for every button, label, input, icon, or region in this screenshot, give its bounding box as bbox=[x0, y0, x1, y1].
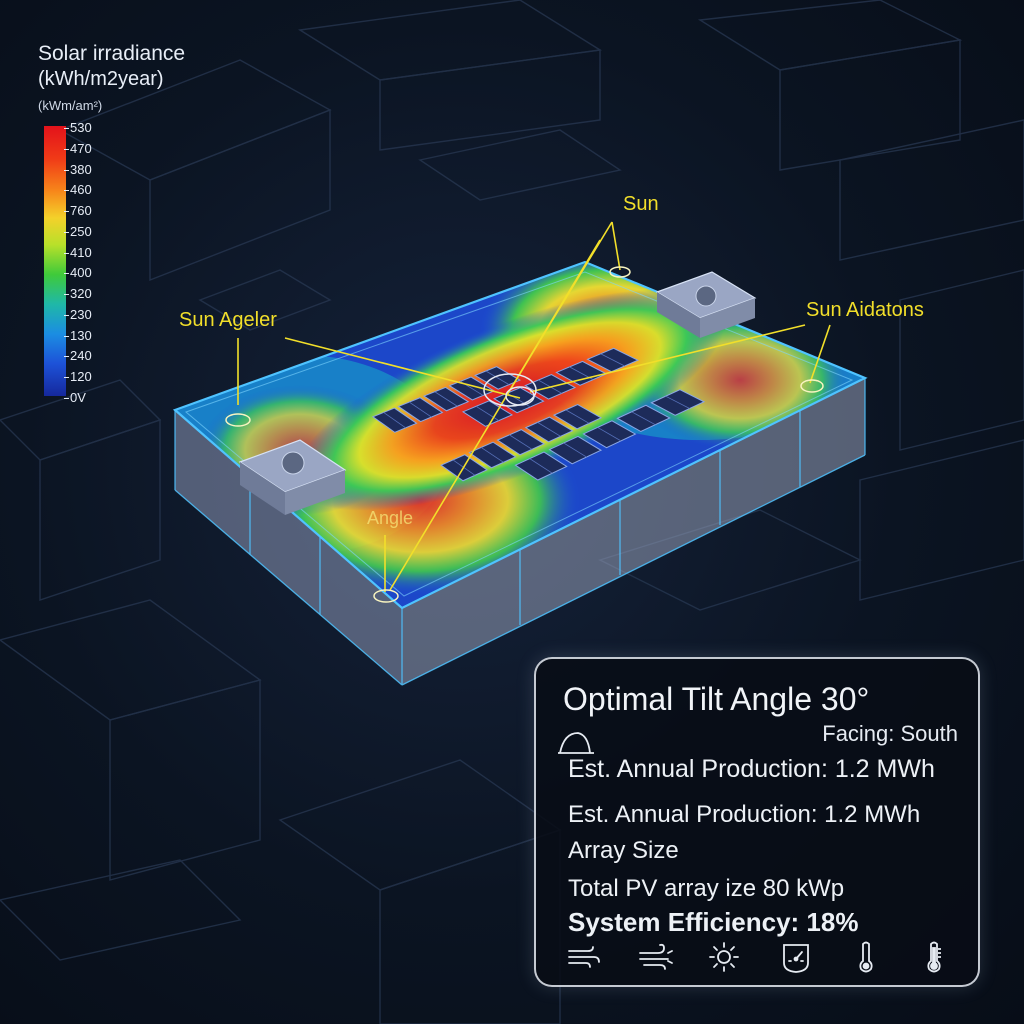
legend-tick: 0V bbox=[64, 390, 86, 405]
thermometer-icon bbox=[859, 941, 873, 973]
results-panel: Optimal Tilt Angle 30° Facing: South Est… bbox=[534, 657, 980, 987]
array-size-label: Array Size bbox=[568, 837, 679, 864]
legend-tick: 240 bbox=[64, 348, 92, 363]
solar-panel-gridline bbox=[383, 412, 406, 429]
solar-panel-gridline bbox=[597, 427, 622, 442]
legend-tick: 380 bbox=[64, 162, 92, 177]
tilt-angle-icon bbox=[558, 732, 594, 754]
hvac-unit-right bbox=[655, 271, 757, 338]
legend-tick: 120 bbox=[64, 369, 92, 384]
solar-panel-gridline bbox=[529, 458, 553, 474]
solar-panel-gridline bbox=[563, 442, 587, 458]
solar-panel-gridline bbox=[565, 409, 590, 424]
hvac-unit-left bbox=[238, 439, 347, 515]
condition-icons bbox=[566, 939, 966, 979]
thermometer-filled-icon bbox=[927, 941, 941, 973]
solar-panel-gridline bbox=[408, 401, 432, 418]
legend-tick: 460 bbox=[64, 182, 92, 197]
building-wall-left bbox=[175, 410, 402, 685]
roof-outline bbox=[172, 260, 868, 610]
legend-tick: 530 bbox=[64, 120, 92, 135]
legend-tick: 230 bbox=[64, 307, 92, 322]
total-pv-size: Total PV array ize 80 kWp bbox=[568, 875, 845, 902]
system-efficiency: System Efficiency: 18% bbox=[568, 907, 859, 937]
legend-tick: 760 bbox=[64, 203, 92, 218]
solar-panel-gridline bbox=[480, 447, 504, 463]
solar-panel-gridline bbox=[600, 353, 625, 367]
wind-icon bbox=[568, 946, 600, 968]
solar-panel-array bbox=[371, 347, 706, 482]
annotation-angle: Angle bbox=[367, 508, 414, 528]
solar-panel-gridline bbox=[509, 434, 533, 450]
irradiance-legend: Solar irradiance (kWh/m2year) (kWm/am²) bbox=[38, 42, 228, 113]
legend-unit: (kWm/am²) bbox=[38, 98, 103, 113]
annotation-sun-ageler: Sun Ageler bbox=[179, 309, 277, 331]
solar-panel-gridline bbox=[475, 405, 500, 421]
legend-tick: 320 bbox=[64, 286, 92, 301]
wind-gust-icon bbox=[639, 943, 673, 970]
production-secondary: Est. Annual Production: 1.2 MWh bbox=[568, 801, 921, 828]
legend-title: Solar irradiance bbox=[38, 42, 186, 65]
solar-panel-gridline bbox=[537, 422, 561, 437]
building-wall-front bbox=[402, 378, 865, 685]
tilt-angle-heading: Optimal Tilt Angle 30° bbox=[563, 681, 870, 717]
annotation-sun-aidatons: Sun Aidatons bbox=[806, 299, 924, 321]
solar-panel-gridline bbox=[434, 391, 458, 407]
facing-direction: Facing: South bbox=[822, 721, 958, 746]
solar-panel-gridline bbox=[665, 395, 690, 409]
legend-subtitle: (kWh/m2year) bbox=[38, 68, 164, 90]
gauge-icon bbox=[783, 944, 809, 973]
solar-panel-gridline bbox=[485, 370, 510, 385]
sun-icon bbox=[709, 942, 739, 972]
annotation-sun: Sun bbox=[623, 193, 659, 215]
legend-tick: 470 bbox=[64, 141, 92, 156]
legend-colorbar bbox=[44, 126, 66, 396]
legend-tick: 410 bbox=[64, 245, 92, 260]
solar-panel-gridline bbox=[631, 411, 656, 426]
production-primary: Est. Annual Production: 1.2 MWh bbox=[568, 755, 935, 783]
legend-tick: 130 bbox=[64, 328, 92, 343]
legend-tick: 250 bbox=[64, 224, 92, 239]
legend-tick: 400 bbox=[64, 265, 92, 280]
